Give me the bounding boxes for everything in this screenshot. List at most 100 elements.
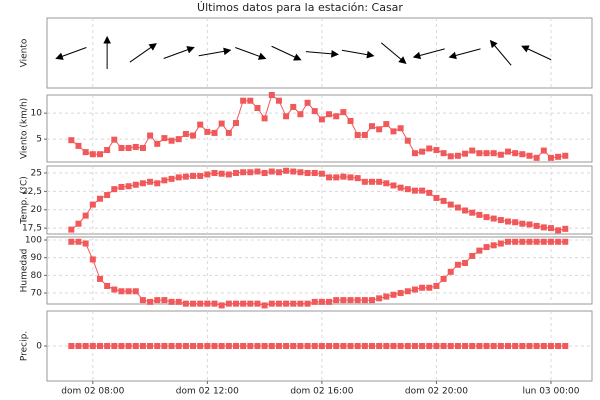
point-marker bbox=[533, 222, 540, 229]
point-marker bbox=[483, 244, 490, 251]
wind-arrow bbox=[305, 50, 339, 58]
point-marker bbox=[190, 172, 197, 179]
point-marker bbox=[125, 183, 132, 190]
point-marker bbox=[139, 144, 146, 151]
point-marker bbox=[318, 170, 325, 177]
point-marker bbox=[397, 125, 404, 132]
point-marker bbox=[275, 300, 282, 307]
point-marker bbox=[426, 284, 433, 291]
point-marker bbox=[347, 343, 354, 349]
point-marker bbox=[433, 343, 440, 349]
point-marker bbox=[333, 174, 340, 181]
point-marker bbox=[240, 300, 247, 307]
point-marker bbox=[232, 120, 239, 127]
point-marker bbox=[433, 194, 440, 201]
point-marker bbox=[519, 343, 526, 349]
point-marker bbox=[555, 153, 562, 160]
point-marker bbox=[318, 116, 325, 123]
point-marker bbox=[204, 300, 211, 307]
y-tick-label: 25 bbox=[31, 168, 42, 178]
point-marker bbox=[297, 300, 304, 307]
point-marker bbox=[326, 343, 333, 349]
point-marker bbox=[82, 240, 89, 247]
point-marker bbox=[290, 343, 297, 349]
panel-frame bbox=[46, 17, 593, 89]
point-marker bbox=[275, 169, 282, 176]
point-marker bbox=[540, 224, 547, 231]
point-marker bbox=[390, 291, 397, 298]
point-marker bbox=[376, 178, 383, 185]
point-marker bbox=[462, 343, 469, 349]
point-marker bbox=[261, 302, 268, 309]
point-marker bbox=[161, 343, 168, 349]
point-marker bbox=[211, 129, 218, 136]
point-marker bbox=[512, 150, 519, 157]
point-marker bbox=[211, 169, 218, 176]
point-marker bbox=[297, 111, 304, 118]
point-marker bbox=[555, 238, 562, 245]
point-marker bbox=[175, 174, 182, 181]
point-marker bbox=[426, 343, 433, 349]
point-marker bbox=[247, 300, 254, 307]
x-tick-label: dom 02 12:00 bbox=[176, 387, 239, 397]
point-marker bbox=[311, 108, 318, 115]
wind-arrow bbox=[129, 43, 157, 63]
point-marker bbox=[526, 152, 533, 159]
point-marker bbox=[361, 178, 368, 185]
point-marker bbox=[347, 174, 354, 181]
point-marker bbox=[505, 238, 512, 245]
y-axis-label: Viento (km/h) bbox=[20, 98, 30, 159]
point-marker bbox=[376, 343, 383, 349]
wind-arrow bbox=[448, 48, 481, 60]
point-marker bbox=[404, 343, 411, 349]
point-marker bbox=[390, 182, 397, 189]
point-marker bbox=[512, 238, 519, 245]
point-marker bbox=[519, 151, 526, 158]
point-marker bbox=[397, 184, 404, 191]
point-marker bbox=[225, 300, 232, 307]
point-marker bbox=[505, 148, 512, 155]
point-marker bbox=[175, 343, 182, 349]
point-marker bbox=[190, 343, 197, 349]
point-marker bbox=[397, 290, 404, 297]
point-marker bbox=[368, 123, 375, 130]
point-marker bbox=[283, 113, 290, 120]
point-marker bbox=[440, 275, 447, 282]
point-marker bbox=[111, 136, 118, 143]
point-marker bbox=[354, 175, 361, 182]
point-marker bbox=[333, 343, 340, 349]
point-marker bbox=[333, 297, 340, 304]
point-marker bbox=[297, 169, 304, 176]
point-marker bbox=[104, 343, 111, 349]
point-marker bbox=[232, 343, 239, 349]
point-marker bbox=[268, 168, 275, 175]
point-marker bbox=[218, 343, 225, 349]
point-marker bbox=[254, 343, 261, 349]
point-marker bbox=[168, 137, 175, 144]
point-marker bbox=[483, 214, 490, 221]
point-marker bbox=[290, 300, 297, 307]
point-marker bbox=[505, 218, 512, 225]
point-marker bbox=[469, 209, 476, 216]
point-marker bbox=[490, 215, 497, 222]
point-marker bbox=[347, 297, 354, 304]
point-marker bbox=[469, 343, 476, 349]
point-marker bbox=[204, 171, 211, 178]
point-marker bbox=[354, 131, 361, 138]
point-marker bbox=[490, 150, 497, 157]
y-axis-label: Humedad bbox=[20, 249, 30, 293]
point-marker bbox=[161, 297, 168, 304]
point-marker bbox=[75, 343, 82, 349]
point-marker bbox=[254, 300, 261, 307]
point-marker bbox=[483, 150, 490, 157]
point-marker bbox=[476, 343, 483, 349]
wind-arrow bbox=[271, 45, 302, 61]
y-tick-label: 70 bbox=[31, 289, 43, 299]
point-marker bbox=[232, 300, 239, 307]
point-marker bbox=[490, 343, 497, 349]
point-marker bbox=[89, 256, 96, 263]
point-marker bbox=[75, 220, 82, 227]
wind-arrow bbox=[198, 47, 232, 57]
x-tick-label: dom 02 20:00 bbox=[405, 387, 468, 397]
series-line bbox=[71, 241, 566, 306]
